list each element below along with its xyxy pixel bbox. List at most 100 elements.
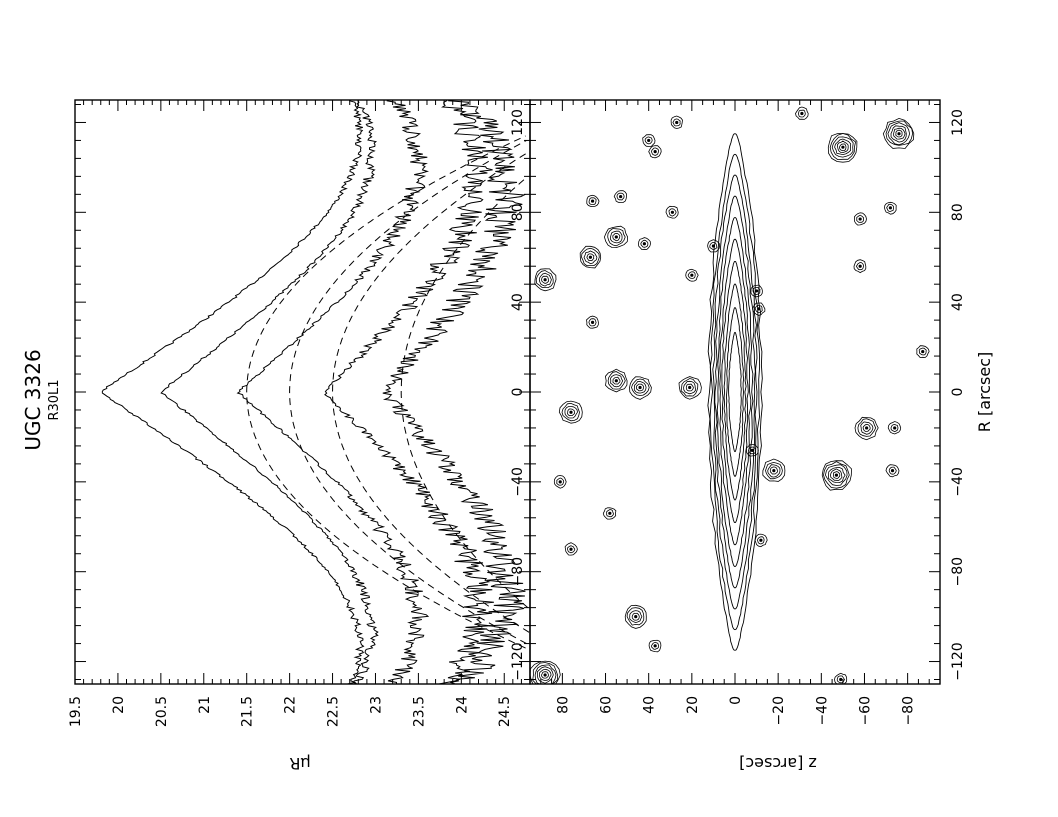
star-ring	[795, 106, 809, 120]
star-contour	[586, 315, 599, 329]
z-tick-label: −80	[901, 696, 917, 726]
star-contour	[754, 533, 768, 548]
star-ring	[638, 237, 651, 251]
star-contour	[558, 400, 583, 424]
star-ring	[651, 641, 659, 650]
star-core	[841, 145, 845, 149]
star-ring	[588, 197, 597, 206]
star-core	[588, 255, 593, 259]
star-contour	[648, 639, 662, 653]
mu-tick-label: 24	[454, 696, 470, 714]
star-contour	[534, 268, 557, 292]
star-ring	[797, 109, 806, 118]
star-ring	[829, 133, 857, 161]
star-ring	[631, 378, 650, 396]
z-tick-label: 0	[728, 696, 744, 705]
star-ring	[757, 536, 765, 545]
contour-frame	[529, 99, 941, 685]
star-ring	[626, 607, 645, 626]
star-contour	[854, 212, 867, 226]
star-core	[638, 385, 642, 390]
r-tick-label: 80	[950, 203, 966, 221]
r-tick-label: 40	[510, 293, 526, 311]
star-contour	[648, 145, 662, 159]
star-core	[893, 426, 897, 430]
mu-tick-label: 22.5	[326, 696, 342, 727]
star-core	[590, 199, 595, 203]
profile-ticks	[74, 100, 530, 684]
star-contour	[670, 115, 683, 129]
star-ring	[567, 408, 575, 417]
star-ring	[821, 460, 852, 491]
star-ring	[588, 318, 597, 327]
star-contour	[821, 460, 852, 491]
star-core	[834, 473, 839, 477]
star-core	[711, 244, 716, 248]
star-ring	[882, 117, 915, 149]
star-ring	[853, 259, 867, 274]
star-contour	[603, 225, 629, 249]
star-ring	[887, 122, 911, 146]
disk-contour	[723, 283, 747, 501]
star-ring	[648, 145, 662, 159]
mu-tick-label: 21.5	[240, 696, 256, 727]
star-contour	[834, 672, 848, 684]
contour-y-axis-label: z [arcsec]	[739, 754, 817, 773]
r-tick-label: −40	[950, 467, 966, 497]
star-ring	[746, 444, 759, 457]
mu-tick-label: 20	[111, 696, 127, 714]
disk-contour	[714, 195, 756, 589]
observed-profile	[236, 100, 430, 684]
contour-ticks	[530, 100, 940, 684]
star-ring	[579, 245, 602, 269]
star-ring	[888, 466, 897, 475]
contour-map	[530, 106, 930, 684]
star-contour	[750, 284, 763, 298]
star-ring	[893, 127, 906, 140]
star-ring	[665, 205, 679, 219]
star-ring	[685, 268, 699, 282]
star-ring	[680, 378, 699, 397]
star-core	[750, 448, 754, 452]
star-ring	[586, 194, 600, 208]
star-ring	[602, 507, 617, 520]
star-core	[772, 469, 776, 473]
star-ring	[884, 201, 897, 215]
star-core	[614, 379, 618, 383]
star-core	[642, 242, 646, 246]
star-core	[653, 644, 657, 648]
star-contour	[530, 660, 561, 684]
star-ring	[750, 284, 763, 298]
disk-contour	[725, 307, 745, 477]
star-contour	[665, 205, 679, 219]
star-core	[653, 150, 657, 154]
star-ring	[541, 671, 549, 679]
star-core	[670, 210, 675, 214]
star-ring	[586, 253, 595, 262]
r-tick-label: 0	[510, 388, 526, 397]
star-contour	[642, 134, 656, 147]
disk-contour	[709, 153, 761, 631]
star-ring	[610, 374, 624, 388]
star-contour	[854, 416, 879, 441]
model-profile	[331, 151, 530, 633]
star-ring	[612, 376, 621, 385]
r-tick-label: 40	[950, 293, 966, 311]
star-ring	[678, 376, 702, 400]
r-tick-label: −40	[510, 467, 526, 497]
star-ring	[887, 421, 902, 435]
star-ring	[827, 133, 858, 163]
star-contour	[553, 475, 567, 489]
star-ring	[607, 371, 626, 390]
z-tick-label: 80	[555, 696, 571, 714]
star-ring	[854, 212, 867, 226]
star-ring	[918, 347, 927, 356]
star-ring	[767, 464, 781, 478]
star-ring	[633, 381, 647, 394]
star-core	[839, 677, 843, 682]
star-contour	[762, 458, 786, 482]
star-ring	[885, 120, 914, 146]
star-ring	[824, 464, 848, 486]
star-ring	[836, 140, 849, 154]
star-ring	[683, 380, 697, 395]
